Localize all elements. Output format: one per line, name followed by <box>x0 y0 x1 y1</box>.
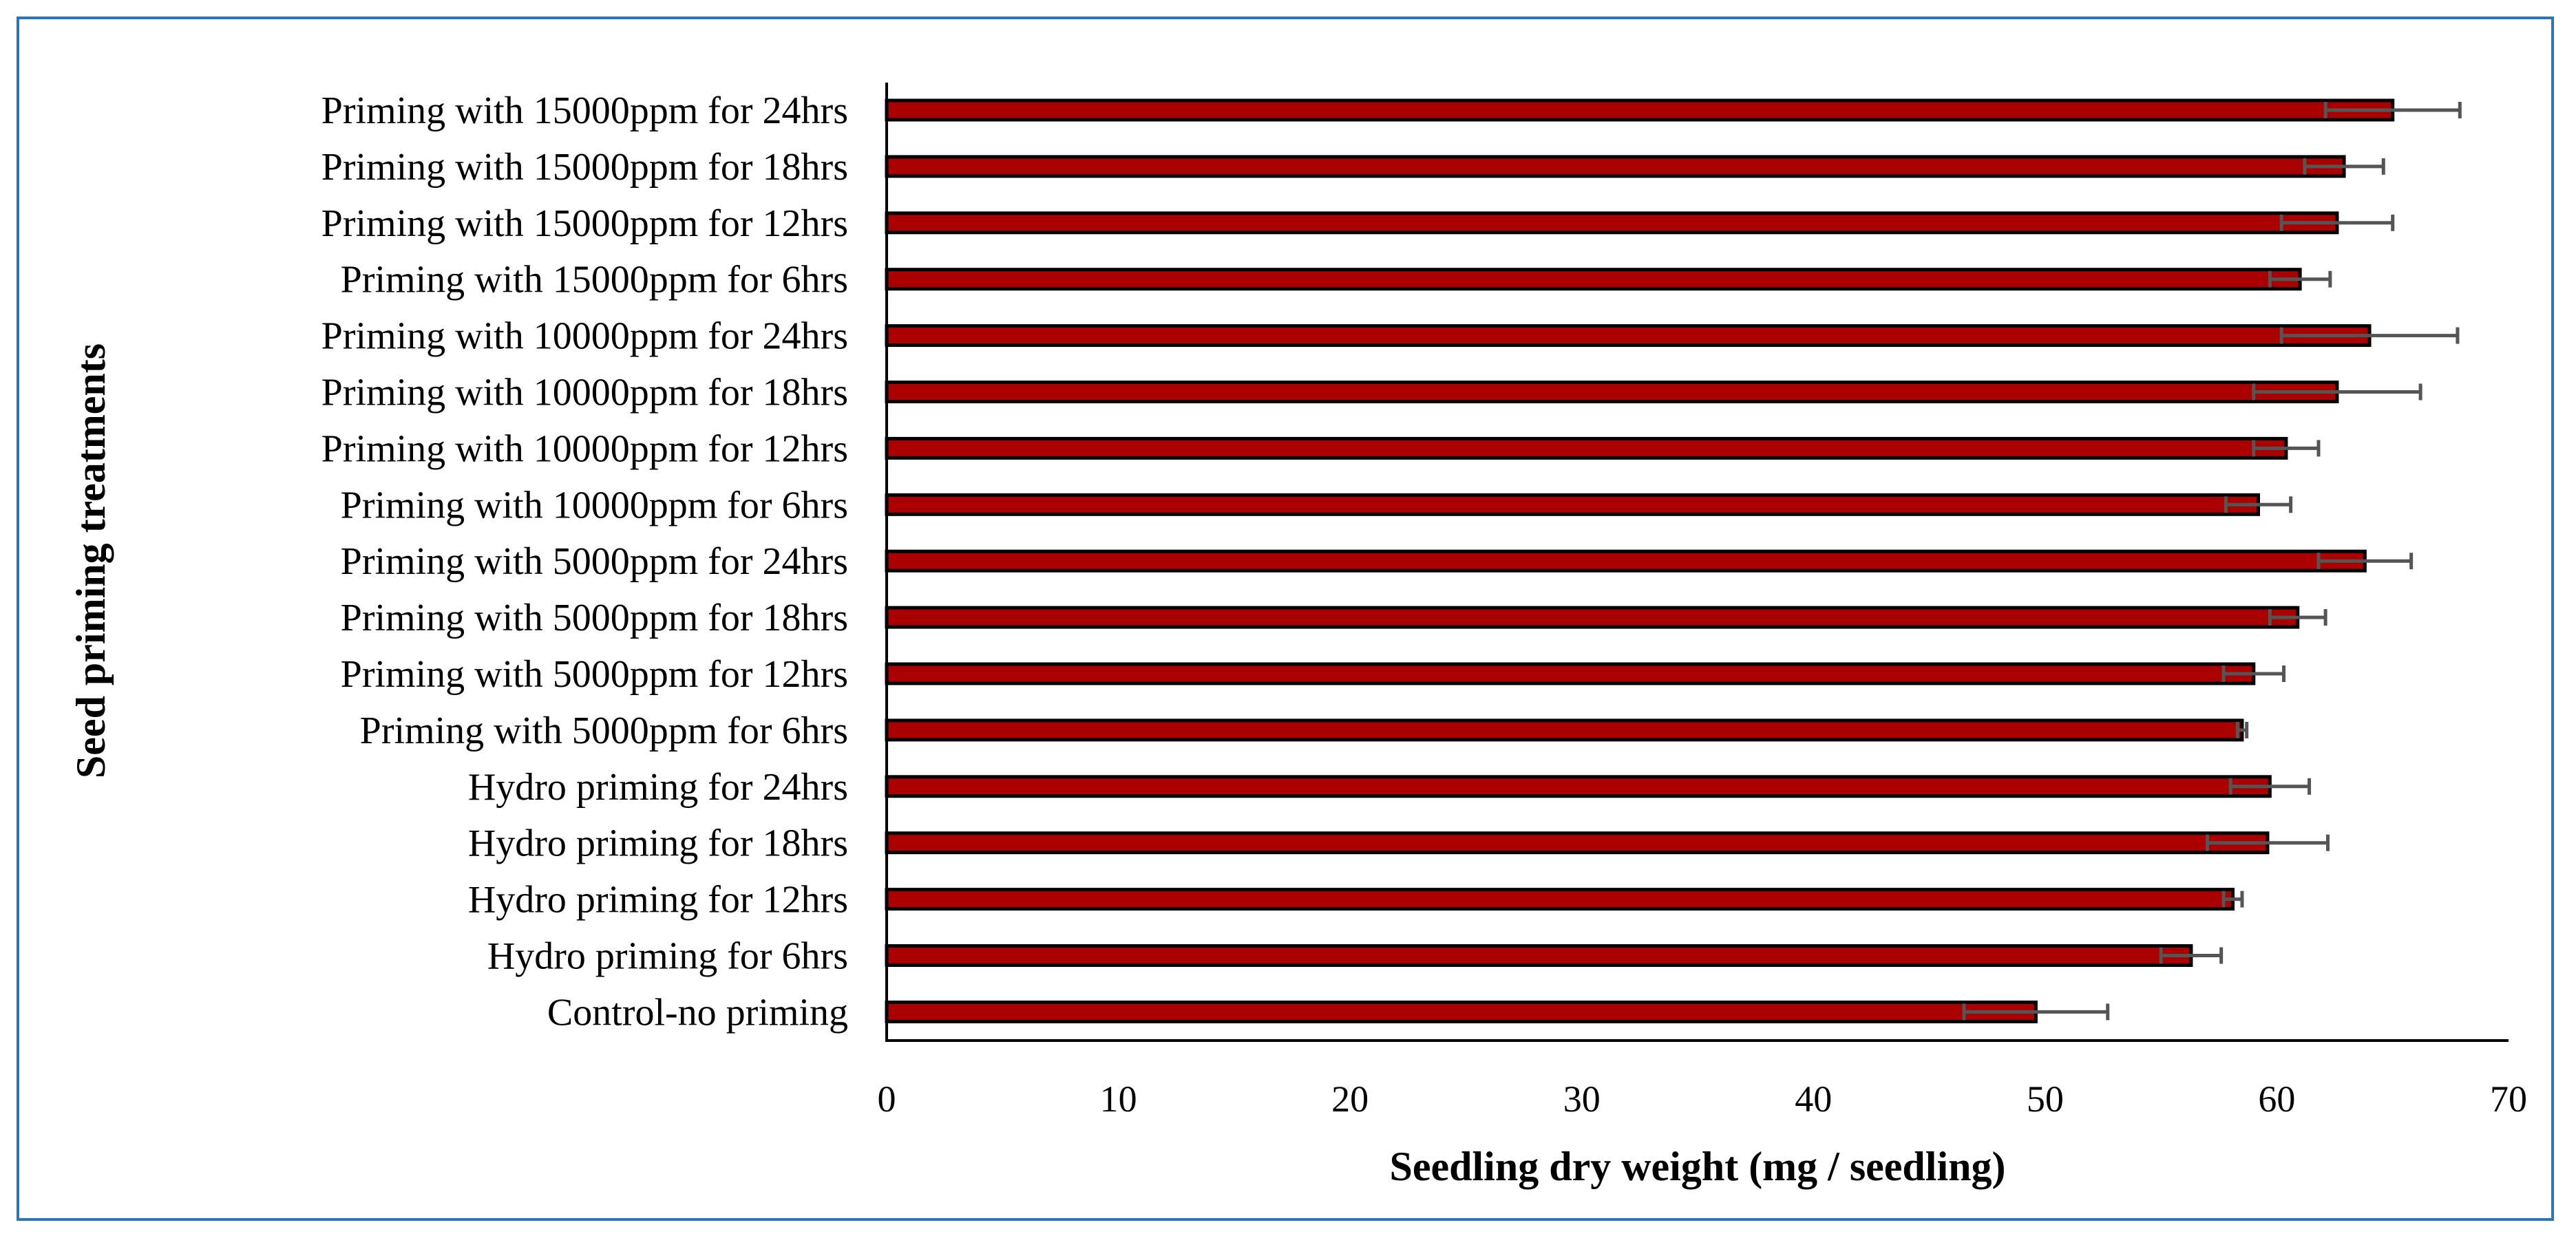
bar <box>885 549 2367 573</box>
x-tick-labels: 0 10 20 30 40 50 60 70 <box>878 1078 2528 1120</box>
category-label: Priming with 15000ppm for 24hrs <box>321 89 848 132</box>
bar <box>885 606 2300 629</box>
category-label: Priming with 10000ppm for 12hrs <box>321 427 848 470</box>
figure-frame <box>17 17 2554 1221</box>
bar <box>885 268 2302 291</box>
error-bar <box>1962 1003 2110 1021</box>
bar <box>885 718 2244 742</box>
bar <box>885 493 2261 516</box>
error-bar <box>2303 158 2385 175</box>
bar <box>885 98 2395 122</box>
category-label: Priming with 10000ppm for 24hrs <box>321 315 848 358</box>
x-tick-label: 30 <box>1563 1078 1601 1120</box>
error-bar <box>2268 609 2327 626</box>
bar <box>885 211 2339 235</box>
bar <box>885 324 2372 348</box>
bar <box>885 436 2288 460</box>
bar <box>885 944 2193 967</box>
error-bar <box>2221 665 2286 682</box>
category-label: Priming with 15000ppm for 6hrs <box>341 259 848 301</box>
x-axis-title: Seedling dry weight (mg / seedling) <box>1390 1144 2006 1189</box>
category-label: Priming with 10000ppm for 6hrs <box>341 484 848 526</box>
bar <box>885 888 2235 911</box>
x-tick-label: 0 <box>878 1078 896 1120</box>
error-bar <box>2279 214 2395 231</box>
x-tick-label: 60 <box>2258 1078 2295 1120</box>
y-axis-title: Seed priming treatments <box>68 343 114 778</box>
category-label: Hydro priming for 6hrs <box>487 935 848 978</box>
category-label: Hydro priming for 12hrs <box>468 879 848 921</box>
x-tick-label: 40 <box>1795 1078 1832 1120</box>
bar <box>885 662 2256 685</box>
category-label: Priming with 5000ppm for 6hrs <box>360 710 848 752</box>
category-label: Priming with 10000ppm for 18hrs <box>321 372 848 414</box>
error-bar <box>2228 778 2312 795</box>
error-bar <box>2235 721 2249 738</box>
category-label: Priming with 5000ppm for 24hrs <box>341 540 848 583</box>
error-bar <box>2279 327 2460 344</box>
x-tick-label: 20 <box>1331 1078 1369 1120</box>
category-label: Priming with 5000ppm for 18hrs <box>341 597 848 639</box>
x-tick-label: 10 <box>1100 1078 1137 1120</box>
error-bar <box>2268 270 2332 288</box>
error-bar <box>2323 102 2462 118</box>
error-bar <box>2205 834 2330 851</box>
bar <box>885 831 2270 855</box>
bars-group <box>885 98 2462 1023</box>
error-bar <box>2252 383 2422 401</box>
category-label: Hydro priming for 18hrs <box>468 822 848 865</box>
category-labels: Priming with 15000ppm for 24hrs Priming w… <box>321 89 848 1034</box>
error-bar <box>2316 553 2414 570</box>
error-bar <box>2159 947 2224 964</box>
bar <box>885 775 2272 798</box>
x-tick-label: 50 <box>2027 1078 2064 1120</box>
error-bar <box>2221 891 2244 908</box>
bar <box>885 381 2339 403</box>
x-tick-label: 70 <box>2490 1078 2527 1120</box>
category-label: Control-no priming <box>547 991 848 1034</box>
error-bar <box>2224 496 2293 513</box>
error-bar <box>2252 440 2321 457</box>
category-label: Priming with 5000ppm for 12hrs <box>341 653 848 696</box>
bar <box>885 1000 2038 1023</box>
bar <box>885 155 2346 178</box>
category-label: Hydro priming for 24hrs <box>468 766 848 809</box>
category-label: Priming with 15000ppm for 18hrs <box>321 146 848 189</box>
category-label: Priming with 15000ppm for 12hrs <box>321 202 848 245</box>
